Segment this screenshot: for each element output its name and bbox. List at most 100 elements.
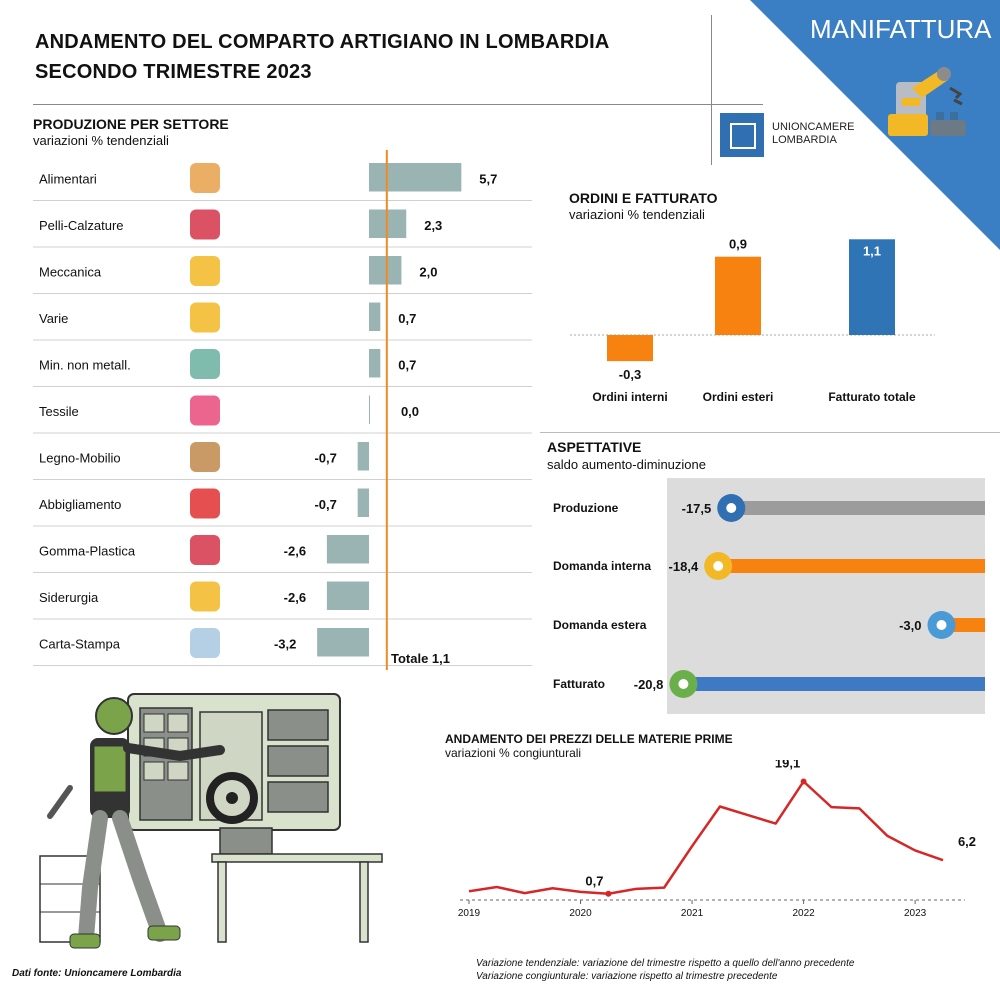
total-label: Totale 1,1 [391, 651, 450, 666]
bar-meccanica [369, 256, 402, 285]
orders-bar [849, 239, 895, 335]
orders-category-label: Fatturato totale [828, 390, 916, 404]
bar-carta-stampa [317, 628, 369, 657]
orders-category-label: Ordini esteri [703, 390, 774, 404]
note-tendenziale: Variazione tendenziale: variazione del t… [476, 958, 855, 969]
expectation-bar [683, 677, 985, 691]
x-tick-label: 2020 [569, 908, 592, 919]
logo-text-2: LOMBARDIA [772, 134, 837, 146]
sector-label: Meccanica [39, 264, 102, 279]
steel-ladle-icon [190, 581, 220, 612]
orders-category-label: Ordini interni [592, 390, 667, 404]
unioncamere-logo-icon [720, 113, 764, 157]
expectation-value: -3,0 [899, 618, 921, 633]
sector-label: Tessile [39, 404, 79, 419]
x-tick-label: 2019 [458, 908, 481, 919]
corner-label: MANIFATTURA [810, 14, 992, 44]
value-label: -2,6 [284, 590, 306, 605]
dress-icon [190, 488, 220, 519]
crystal-rocks-icon [190, 349, 220, 379]
value-label: 2,3 [424, 218, 442, 233]
price-series-line [468, 780, 944, 895]
bar-alimentari [369, 163, 462, 192]
sector-label: Siderurgia [39, 590, 99, 605]
price-annotation: 19,1 [775, 760, 800, 770]
value-label: -2,6 [284, 543, 306, 558]
logo-text: UNIONCAMERE LOMBARDIA [772, 121, 855, 147]
expectation-value: -17,5 [682, 501, 712, 516]
shoe-bag-icon [190, 209, 220, 240]
expectations-title: ASPETTATIVE [547, 439, 642, 455]
grocery-bag-icon [190, 163, 220, 193]
bar-tessile [369, 395, 370, 424]
expectation-value: -20,8 [634, 677, 664, 692]
price-point-marker [800, 778, 807, 785]
header-divider [33, 104, 763, 105]
logo-text-1: UNIONCAMERE [772, 121, 855, 133]
orders-bar [607, 335, 653, 362]
expectation-label: Domanda estera [553, 618, 647, 632]
machine-icon [190, 256, 220, 286]
robot-arm-icon [888, 67, 966, 136]
paper-roll-icon [190, 628, 220, 658]
sector-label: Legno-Mobilio [39, 450, 121, 465]
sector-label: Varie [39, 311, 68, 326]
value-label: 2,0 [419, 264, 437, 279]
production-chart: Alimentari 5,7 Pelli-Calzature 2,3 Meccanica… [33, 150, 532, 670]
worker-illustration [39, 693, 383, 949]
orders-value-label: 1,1 [863, 243, 881, 258]
expectation-bar [731, 501, 985, 515]
icon-center [678, 679, 689, 689]
thread-spools-icon [190, 395, 220, 426]
x-tick-label: 2023 [904, 908, 927, 919]
bar-varie [369, 302, 381, 331]
price-annotation: 0,7 [585, 874, 603, 889]
production-title: PRODUZIONE PER SETTORE [33, 116, 229, 132]
orders-title: ORDINI E FATTURATO [569, 190, 718, 206]
x-tick-label: 2022 [792, 908, 815, 919]
note-congiunturale: Variazione congiunturale: variazione ris… [476, 971, 778, 982]
expectation-value: -18,4 [669, 559, 699, 574]
orders-chart: -0,3 Ordini interni 0,9 Ordini esteri 1,1 Fat… [570, 237, 935, 404]
bar-siderurgia [326, 581, 369, 610]
page-title: ANDAMENTO DEL COMPARTO ARTIGIANO IN LOMB… [35, 27, 610, 87]
price-annotation: 6,2 [958, 834, 976, 849]
expectation-label: Domanda interna [553, 559, 651, 573]
cup-icon [190, 535, 220, 565]
title-line-1: ANDAMENTO DEL COMPARTO ARTIGIANO IN LOMB… [35, 31, 610, 53]
price-point-marker [605, 890, 612, 897]
expectations-subtitle: saldo aumento-diminuzione [547, 457, 706, 472]
sector-label: Min. non metall. [39, 357, 131, 372]
sector-label: Alimentari [39, 171, 97, 186]
sector-label: Gomma-Plastica [39, 543, 136, 558]
value-label: -3,2 [274, 636, 296, 651]
expectation-bar [718, 559, 985, 573]
bar-abbigliamento [357, 488, 369, 517]
value-label: 0,0 [401, 404, 419, 419]
chair-wood-icon [190, 442, 220, 472]
sector-label: Abbigliamento [39, 497, 121, 512]
gear-icon [206, 772, 258, 824]
prices-subtitle: variazioni % congiunturali [445, 746, 582, 760]
expectations-divider [540, 432, 1000, 433]
value-label: 0,7 [398, 311, 416, 326]
bar-legno-mobilio [357, 442, 369, 471]
icon-center [936, 620, 947, 630]
title-line-2: SECONDO TRIMESTRE 2023 [35, 61, 312, 83]
value-label: 5,7 [479, 171, 497, 186]
bar-min-non-metall- [369, 349, 381, 378]
orders-value-label: -0,3 [619, 367, 641, 382]
wrench-icon [47, 785, 73, 819]
expectations-chart: Produzione -17,5 Domanda interna -18,4 Doman… [553, 494, 985, 698]
header-vertical-divider [711, 15, 712, 165]
sector-label: Carta-Stampa [39, 636, 121, 651]
corner-banner: MANIFATTURA [750, 0, 1000, 250]
prices-title: ANDAMENTO DEI PREZZI DELLE MATERIE PRIME [445, 732, 733, 746]
x-tick-label: 2021 [681, 908, 704, 919]
value-label: -0,7 [314, 450, 336, 465]
value-label: 0,7 [398, 357, 416, 372]
prices-chart: 2019 2020 2021 2022 2023 0,7 19,1 6,2 [458, 760, 976, 919]
orders-bar [715, 256, 761, 335]
sector-label: Pelli-Calzature [39, 218, 124, 233]
orders-subtitle: variazioni % tendenziali [569, 207, 705, 222]
